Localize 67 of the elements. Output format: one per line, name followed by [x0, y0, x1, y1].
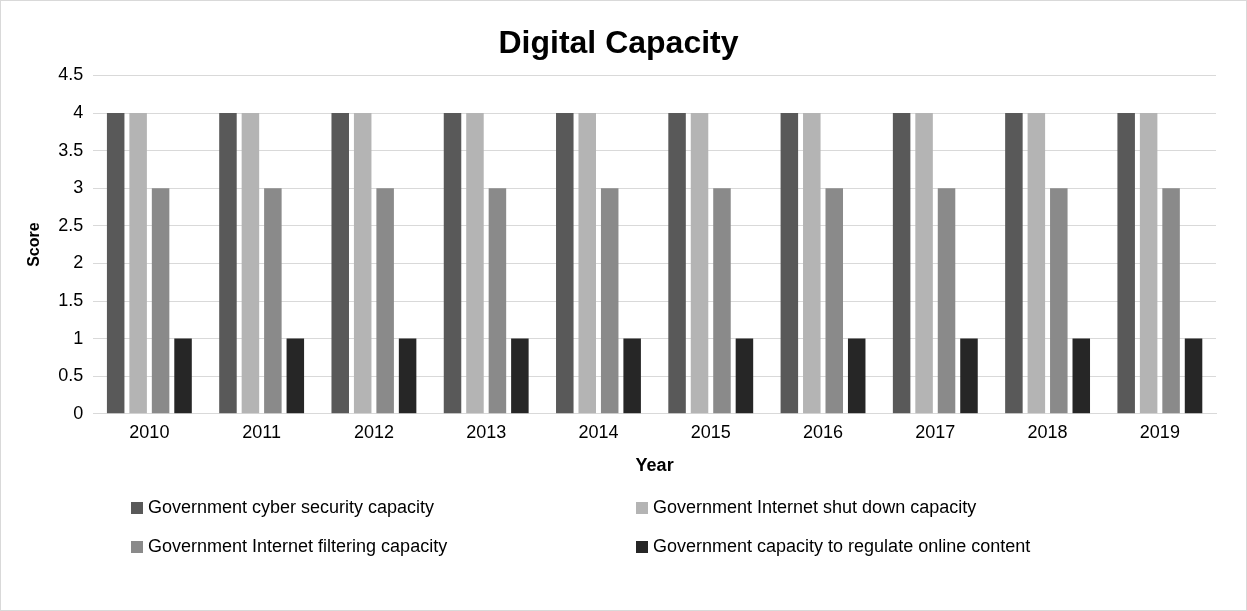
- bar: [803, 113, 821, 414]
- bar: [713, 188, 731, 414]
- bar: [174, 338, 192, 414]
- legend-label: Government Internet filtering capacity: [148, 536, 448, 557]
- bar: [129, 113, 147, 414]
- y-tick-label: 0: [73, 402, 84, 423]
- y-tick-label: 4.5: [58, 64, 84, 85]
- chart-title: Digital Capacity: [498, 24, 739, 61]
- legend-label: Government capacity to regulate online content: [653, 536, 1031, 557]
- bar: [847, 338, 866, 414]
- x-tick-label: 2015: [690, 421, 731, 442]
- bar: [353, 113, 372, 414]
- bar: [600, 188, 619, 414]
- x-tick-label: 2012: [353, 421, 394, 442]
- bar: [1072, 338, 1091, 414]
- x-axis-title: Year: [635, 455, 674, 476]
- bar: [376, 188, 394, 414]
- bar: [937, 188, 956, 414]
- legend-label: Government cyber security capacity: [148, 497, 435, 518]
- bar: [1027, 113, 1046, 414]
- bar: [690, 113, 709, 414]
- x-tick-label: 2018: [1027, 421, 1068, 442]
- bar: [1139, 113, 1158, 414]
- x-tick-label: 2016: [803, 421, 844, 442]
- y-tick-label: 4: [73, 101, 84, 122]
- y-tick-label: 3.5: [58, 139, 84, 160]
- bar: [578, 113, 596, 414]
- bar: [1005, 113, 1023, 414]
- bar: [264, 188, 282, 414]
- bar: [241, 113, 260, 414]
- x-tick-label: 2011: [242, 421, 281, 442]
- bar: [511, 338, 529, 414]
- bar: [1117, 113, 1135, 414]
- y-tick-label: 2: [73, 252, 84, 273]
- x-tick-label: 2013: [466, 421, 507, 442]
- bar: [443, 113, 462, 414]
- bar: [915, 113, 933, 414]
- y-tick-label: 2.5: [58, 214, 84, 235]
- bar: [1050, 188, 1068, 414]
- x-tick-label: 2017: [915, 421, 956, 442]
- bar: [151, 188, 170, 414]
- bar: [286, 338, 305, 414]
- bar: [1184, 338, 1203, 414]
- bar: [668, 113, 686, 414]
- bar: [466, 113, 484, 414]
- y-tick-label: 0.5: [58, 365, 84, 386]
- bar: [556, 113, 574, 414]
- bar: [488, 188, 507, 414]
- bar: [735, 338, 754, 414]
- bar: [219, 113, 237, 414]
- bar: [331, 113, 349, 414]
- y-tick-label: 1.5: [58, 289, 84, 310]
- bar: [780, 113, 799, 414]
- bar: [106, 113, 125, 414]
- legend-label: Government Internet shut down capacity: [653, 497, 977, 518]
- bar: [892, 113, 911, 414]
- x-tick-label: 2014: [578, 421, 619, 442]
- bar: [1162, 188, 1180, 414]
- x-tick-label: 2010: [129, 421, 170, 442]
- bar: [398, 338, 417, 414]
- y-tick-label: 3: [73, 177, 84, 198]
- y-axis-title: Score: [25, 222, 43, 267]
- bar: [825, 188, 844, 414]
- bar: [623, 338, 641, 414]
- x-tick-label: 2019: [1139, 421, 1180, 442]
- y-tick-label: 1: [73, 327, 84, 348]
- bar: [960, 338, 978, 414]
